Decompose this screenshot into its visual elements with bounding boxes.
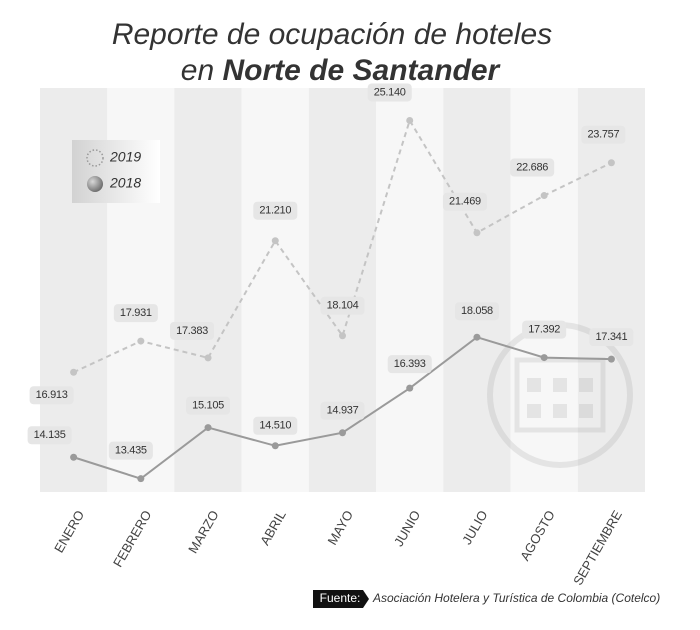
data-point [406,384,414,392]
value-label: 17.383 [176,325,208,337]
value-label: 13.435 [115,445,147,457]
data-point [271,237,279,245]
data-point [540,354,548,362]
value-label-box [581,125,626,144]
data-point [137,475,145,483]
value-label: 16.913 [36,389,68,401]
legend-symbol [86,149,104,167]
column-band [443,88,511,492]
x-tick-label: JULIO [459,508,490,547]
value-label: 14.135 [34,429,66,441]
value-label-box [442,192,487,211]
value-label: 18.058 [461,305,493,317]
value-label: 23.757 [587,129,619,141]
value-label: 21.469 [449,196,481,208]
title-emphasis: Norte de Santander [222,54,501,87]
value-label-box [186,396,231,415]
value-label-box [27,426,72,445]
value-label-box [29,386,74,405]
value-label-box [320,401,365,420]
value-label: 15.105 [192,399,224,411]
data-point [473,229,481,237]
value-label-box [510,158,555,177]
data-point [204,424,212,432]
data-point [339,429,346,437]
legend-box [72,140,160,203]
data-point [137,337,145,345]
source-label: Fuente: [320,591,361,605]
value-label-box [522,320,567,339]
source-tag [313,590,369,608]
value-label-box [387,355,432,374]
title-prefix: en [181,54,214,87]
value-label-box [253,416,298,435]
chart-title: en Norte de Santander [181,54,502,87]
x-tick-label: AGOSTO [517,508,558,563]
data-point [406,116,414,124]
value-label: 21.210 [259,205,291,217]
value-label-box [108,441,153,460]
column-band [510,88,578,492]
data-point [607,355,615,363]
value-label-box [367,83,412,102]
x-tick-label: MAYO [324,508,356,548]
column-band [174,88,242,492]
value-label-box [589,328,634,347]
legend-label: 2018 [109,175,141,191]
data-point [271,442,279,450]
value-label: 16.393 [394,358,426,370]
x-tick-label: FEBRERO [110,508,154,570]
x-tick-label: MARZO [185,508,221,556]
value-label-box [170,321,215,340]
x-tick-label: ABRIL [257,508,289,548]
value-label: 17.341 [595,331,627,343]
data-point [540,192,548,200]
x-tick-label: ENERO [51,508,87,556]
x-tick-label: SEPTIEMBRE [570,507,625,587]
value-label: 18.104 [327,300,359,312]
data-point [70,368,78,376]
x-tick-label: JUNIO [391,508,423,549]
value-label: 17.931 [120,307,152,319]
value-label: 14.510 [259,420,291,432]
column-band [308,88,377,492]
column-band [376,88,444,492]
chart-title: Reporte de ocupación de hoteles [112,18,552,51]
value-label: 22.686 [516,161,548,173]
value-label: 17.392 [528,323,560,335]
series-line [73,118,612,374]
value-label: 25.140 [374,86,406,98]
value-label-box [320,296,365,315]
legend-symbol [87,176,103,192]
data-point [204,354,212,362]
value-label-box [113,304,158,323]
data-point [473,333,481,341]
value-label-box [454,302,499,321]
value-label: 14.937 [327,405,359,417]
legend-label: 2019 [109,149,141,165]
data-point [339,332,346,340]
column-band [577,88,645,492]
data-point [70,453,78,461]
data-point [607,159,615,167]
source-text: Asociación Hotelera y Turística de Colom… [372,591,660,605]
value-label-box [253,201,298,220]
